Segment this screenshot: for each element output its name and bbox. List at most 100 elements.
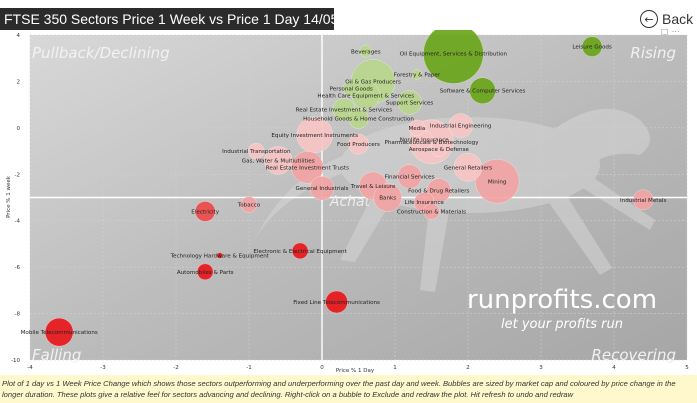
bubble[interactable]: [248, 142, 265, 160]
bubble-label: Media: [408, 126, 425, 132]
quadrant-top-right: Rising: [630, 44, 676, 62]
x-tick-label: -1: [246, 365, 251, 371]
x-tick-label: -2: [173, 365, 178, 371]
bubble-label: Real Estate Investment Trusts: [266, 165, 349, 171]
bubble-label: Mining: [488, 179, 507, 185]
bubble-label: Oil & Gas Producers: [345, 79, 401, 85]
bubble[interactable]: [632, 189, 654, 211]
back-button[interactable]: ← Back: [640, 8, 693, 30]
x-tick-label: -3: [100, 365, 106, 371]
bubble[interactable]: [194, 201, 216, 222]
bubble-label: Automobiles & Parts: [177, 270, 234, 276]
bubble-label: Aerospace & Defense: [409, 147, 470, 153]
x-axis-label: Price % 1 Day: [336, 368, 375, 374]
quadrant-top-left: Pullback/Declining: [32, 44, 170, 62]
x-tick-label: 1: [393, 365, 397, 371]
bubble-label: Construction & Materials: [397, 209, 466, 215]
bubble-label: Household Goods & Home Construction: [303, 117, 414, 123]
bubble[interactable]: [453, 153, 483, 182]
bubble-label: Beverages: [351, 49, 381, 55]
y-tick-label: -8: [15, 312, 21, 318]
x-tick-label: -4: [27, 365, 33, 371]
bubble-label: Industrial Transportation: [222, 149, 291, 155]
bubble-label: Personal Goods: [330, 86, 373, 92]
bubble-label: Technology Hardware & Equipment: [170, 254, 270, 260]
bubble-label: Real Estate Investment & Services: [296, 107, 393, 113]
bubble[interactable]: [348, 133, 369, 155]
back-arrow-icon: ←: [640, 10, 658, 28]
bubble[interactable]: [474, 159, 520, 204]
bubble[interactable]: [348, 108, 369, 129]
bubble-label: Industrial Metals: [620, 198, 666, 204]
bubble[interactable]: [216, 252, 224, 259]
plot-area: -4 -3 -2 -1 0 1 2 3 4 5 4 2 0 -2 -4 -6 -8 -10 Pullback/De…: [0, 23, 697, 375]
bubble[interactable]: [263, 146, 293, 175]
bubble-label: Gas, Water & Multiutilities: [242, 158, 315, 164]
y-tick-label: -4: [15, 219, 21, 225]
quadrant-labels: Pullback/Declining Rising Falling Recove…: [32, 44, 676, 364]
x-tick-label: 2: [466, 365, 470, 371]
bubble-label: Software & Computer Services: [440, 89, 526, 95]
bubble[interactable]: [359, 45, 373, 58]
y-tick-label: 0: [17, 126, 21, 132]
bubble[interactable]: [291, 242, 309, 260]
bubble-label: Electronic & Electrical Equipment: [253, 249, 347, 255]
brand-watermark: runprofits.com: [467, 285, 657, 315]
bubble[interactable]: [44, 317, 74, 347]
bubble-label: General Industrials: [296, 186, 349, 192]
x-tick-label: 4: [612, 365, 616, 371]
chart-caption: Plot of 1 day vs 1 Week Price Change whi…: [0, 375, 697, 403]
x-tick-label: 0: [320, 365, 324, 371]
bubble-label: Travel & Leisure: [350, 184, 396, 190]
bubble-label: Financial Services: [385, 175, 435, 181]
bubble-label: Fixed Line Telecommunications: [293, 300, 380, 306]
window-title: FTSE 350 Sectors Price 1 Week vs Price 1…: [0, 8, 334, 30]
bubble[interactable]: [196, 263, 214, 281]
x-tick-label: 5: [685, 365, 689, 371]
bubble[interactable]: [411, 69, 423, 80]
y-tick-label: -2: [15, 172, 20, 178]
bubble-label: Support Services: [386, 100, 434, 106]
bubble-label: Oil Equipment, Services & Distribution: [400, 52, 508, 58]
y-tick-label: -6: [15, 265, 21, 271]
bubble-labels: Oil Equipment, Services & Distribution Le…: [21, 45, 667, 337]
bubble[interactable]: [291, 151, 324, 184]
bubble-label: Electricity: [191, 209, 219, 215]
bubble-label: Mobile Telecommunications: [21, 330, 98, 336]
bubble[interactable]: [309, 175, 335, 201]
bubble-label: Health Care Equipment & Services: [317, 93, 414, 99]
bubble-label: Leisure Goods: [572, 45, 612, 51]
bubble-label: Industrial Engineering: [430, 124, 492, 130]
y-tick-label: 2: [17, 79, 21, 85]
bubble-label: Nonlife Insurance: [400, 137, 449, 143]
bubble[interactable]: [342, 80, 360, 97]
bubble[interactable]: [373, 183, 402, 212]
bubble[interactable]: [325, 290, 348, 314]
bubble[interactable]: [581, 36, 603, 57]
bubble-label: Tobacco: [237, 202, 261, 208]
visual-toolbar[interactable]: □⋯: [661, 27, 683, 36]
bubble[interactable]: [397, 164, 422, 189]
bubble[interactable]: [408, 119, 426, 137]
expand-icon[interactable]: □: [661, 27, 672, 36]
y-axis-label: Price % 1 week: [6, 175, 12, 218]
bubble[interactable]: [240, 196, 258, 213]
bubble-label: Pharmaceuticals & Biotechnology: [385, 140, 480, 146]
bubble[interactable]: [469, 77, 496, 104]
tagline-watermark: let your profits run: [501, 317, 623, 332]
bubble[interactable]: [423, 203, 440, 220]
bubble[interactable]: [430, 140, 448, 157]
watermark-center: Achat: [329, 194, 371, 210]
bubble-label: Food Producers: [337, 142, 380, 148]
bubble-label: Life Insurance: [405, 200, 445, 206]
bubble-label: Equity Investment Instruments: [271, 133, 358, 139]
more-icon[interactable]: ⋯: [671, 27, 683, 36]
back-label: Back: [662, 11, 694, 27]
bubble-label: General Retailers: [444, 165, 492, 171]
bubbles: [44, 23, 654, 347]
x-tick-label: 3: [539, 365, 543, 371]
bubble[interactable]: [397, 90, 422, 115]
bubble[interactable]: [426, 178, 452, 203]
bubble[interactable]: [448, 113, 473, 138]
